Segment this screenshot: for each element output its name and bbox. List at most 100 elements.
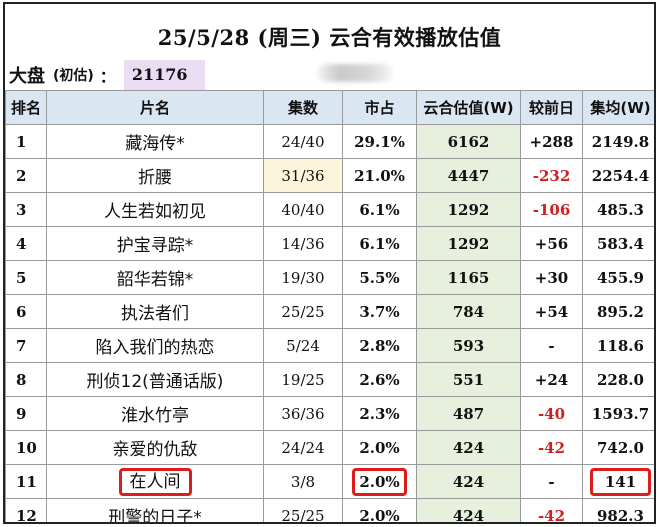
share-cell: 2.0% <box>342 430 417 465</box>
average-cell: 2254.4 <box>582 158 654 193</box>
estimate-cell: 6162 <box>416 124 521 159</box>
rank-cell: 4 <box>5 226 47 261</box>
table-row: 11 在人间 3/8 2.0% 424-141 <box>5 464 654 499</box>
episodes-cell: 5/24 <box>263 328 343 363</box>
delta-cell: +54 <box>520 294 583 329</box>
rank-cell: 10 <box>5 430 47 465</box>
rank-cell: 6 <box>5 294 47 329</box>
rank-cell: 5 <box>5 260 47 295</box>
market-colon: ： <box>99 67 116 86</box>
rank-cell: 1 <box>5 124 47 159</box>
average-cell: 982.3 <box>582 498 654 522</box>
share-cell: 3.7% <box>342 294 417 329</box>
delta-cell: +24 <box>520 362 583 397</box>
average-cell: 228.0 <box>582 362 654 397</box>
episodes-cell: 40/40 <box>263 192 343 227</box>
title-cell: 在人间 <box>46 464 264 499</box>
table-row: 8 刑侦12(普通话版) 19/25 2.6% 551 +24 228.0 <box>5 362 654 397</box>
share-cell: 2.6% <box>342 362 417 397</box>
average-cell: 583.4 <box>582 226 654 261</box>
market-summary: 大盘 (初估) ： 21176 <box>9 60 206 90</box>
average-cell: 455.9 <box>582 260 654 295</box>
title-cell: 刑警的日子* <box>46 498 264 522</box>
estimate-cell: 1292 <box>416 192 521 227</box>
estimate-cell: 4447 <box>416 158 521 193</box>
highlight-box: 在人间 <box>118 467 192 496</box>
title-cell: 淮水竹亭 <box>46 396 264 431</box>
share-cell: 21.0% <box>342 158 417 193</box>
table-header-row: 排名 片名 集数 市占 云合估值(W) 较前日 集均(W) <box>5 90 654 125</box>
episodes-cell: 19/30 <box>263 260 343 295</box>
episodes-cell: 24/24 <box>263 430 343 465</box>
estimate-cell: 487 <box>416 396 521 431</box>
col-header-average: 集均(W) <box>582 90 654 125</box>
episodes-cell: 25/25 <box>263 294 343 329</box>
col-header-title: 片名 <box>46 90 264 125</box>
episodes-cell: 14/36 <box>263 226 343 261</box>
average-cell: 1593.7 <box>582 396 654 431</box>
ranking-table: 排名 片名 集数 市占 云合估值(W) 较前日 集均(W) 1 藏海传* 24/40… <box>5 90 654 522</box>
title-cell: 护宝寻踪* <box>46 226 264 261</box>
share-cell: 2.8% <box>342 328 417 363</box>
highlight-box: 2.0% <box>352 467 407 496</box>
rank-cell: 12 <box>5 498 47 522</box>
average-cell: 485.3 <box>582 192 654 227</box>
rank-cell: 11 <box>5 464 47 499</box>
estimate-cell: 1165 <box>416 260 521 295</box>
rank-cell: 9 <box>5 396 47 431</box>
delta-cell: - <box>520 328 583 363</box>
rank-cell: 8 <box>5 362 47 397</box>
episodes-cell: 19/25 <box>263 362 343 397</box>
col-header-estimate: 云合估值(W) <box>416 90 521 125</box>
col-header-episodes: 集数 <box>263 90 343 125</box>
share-cell: 6.1% <box>342 192 417 227</box>
table-row: 7 陷入我们的热恋 5/24 2.8% 593-118.6 <box>5 328 654 363</box>
delta-cell: +30 <box>520 260 583 295</box>
table-row: 9 淮水竹亭 36/36 2.3% 487 -40 1593.7 <box>5 396 654 431</box>
estimate-cell: 424 <box>416 498 521 522</box>
share-cell: 2.0% <box>342 464 417 499</box>
share-cell: 2.3% <box>342 396 417 431</box>
share-cell: 29.1% <box>342 124 417 159</box>
col-header-delta: 较前日 <box>520 90 583 125</box>
share-cell: 6.1% <box>342 226 417 261</box>
delta-cell: -106 <box>520 192 583 227</box>
delta-cell: +56 <box>520 226 583 261</box>
average-cell: 895.2 <box>582 294 654 329</box>
title-cell: 刑侦12(普通话版) <box>46 362 264 397</box>
report-frame: 25/5/28 (周三) 云合有效播放估值 大盘 (初估) ： 21176 排名… <box>3 2 656 524</box>
table-body: 1 藏海传* 24/40 29.1% 6162 +288 2149.8 2 折腰 31/36 21.… <box>5 124 654 522</box>
average-cell: 118.6 <box>582 328 654 363</box>
episodes-cell: 25/25 <box>263 498 343 522</box>
share-cell: 5.5% <box>342 260 417 295</box>
table-row: 5 韶华若锦* 19/30 5.5% 1165 +30 455.9 <box>5 260 654 295</box>
estimate-cell: 424 <box>416 464 521 499</box>
episodes-cell: 24/40 <box>263 124 343 159</box>
market-total-value: 21176 <box>123 60 206 90</box>
delta-cell: -232 <box>520 158 583 193</box>
title-cell: 人生若如初见 <box>46 192 264 227</box>
average-cell: 2149.8 <box>582 124 654 159</box>
delta-cell: +288 <box>520 124 583 159</box>
table-row: 10 亲爱的仇敌 24/24 2.0% 424 -42 742.0 <box>5 430 654 465</box>
average-cell: 141 <box>582 464 654 499</box>
rank-cell: 2 <box>5 158 47 193</box>
rank-cell: 7 <box>5 328 47 363</box>
table-row: 6 执法者们 25/25 3.7% 784 +54 895.2 <box>5 294 654 329</box>
blurred-watermark <box>317 64 393 82</box>
estimate-cell: 424 <box>416 430 521 465</box>
report-title: 25/5/28 (周三) 云合有效播放估值 <box>157 25 502 50</box>
title-cell: 韶华若锦* <box>46 260 264 295</box>
episodes-cell: 3/8 <box>263 464 343 499</box>
estimate-cell: 551 <box>416 362 521 397</box>
title-cell: 陷入我们的热恋 <box>46 328 264 363</box>
share-cell: 2.0% <box>342 498 417 522</box>
average-cell: 742.0 <box>582 430 654 465</box>
col-header-rank: 排名 <box>5 90 47 125</box>
market-note: (初估) <box>53 68 94 84</box>
delta-cell: -40 <box>520 396 583 431</box>
table-row: 12 刑警的日子* 25/25 2.0% 424 -42 982.3 <box>5 498 654 522</box>
title-cell: 亲爱的仇敌 <box>46 430 264 465</box>
highlight-box: 141 <box>589 467 652 496</box>
table-row: 2 折腰 31/36 21.0% 4447 -232 2254.4 <box>5 158 654 193</box>
